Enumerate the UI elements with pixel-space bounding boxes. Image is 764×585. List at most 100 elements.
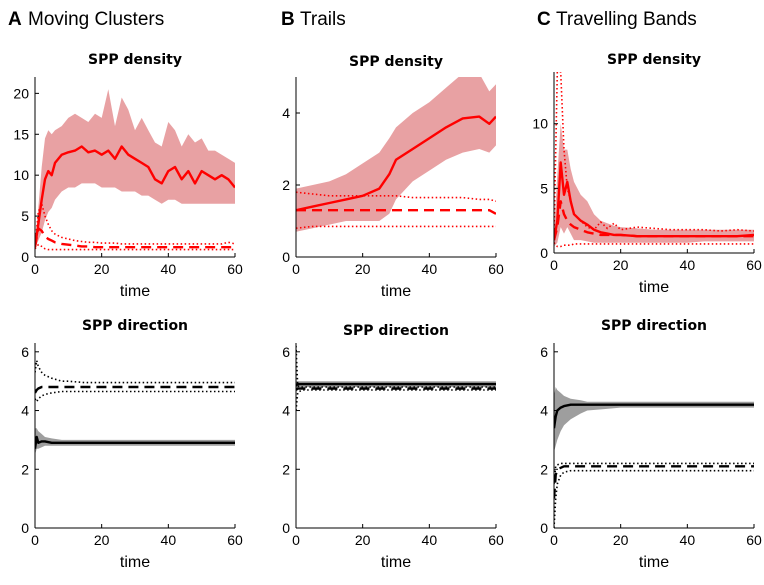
- x-tick-label: 20: [355, 532, 371, 548]
- x-tick-label: 60: [488, 261, 504, 277]
- panel-letter: C: [537, 9, 551, 30]
- plot-B-direction: SPP direction 0 20 40 60 0 2 4 6 time: [282, 323, 504, 571]
- panel-name: Moving Clusters: [28, 9, 164, 30]
- series-band-solid: [554, 387, 754, 452]
- x-tick-label: 20: [94, 532, 110, 548]
- x-tick-label: 0: [31, 532, 39, 548]
- y-tick-label: 5: [540, 180, 548, 196]
- y-tick-label: 6: [282, 344, 290, 360]
- y-tick-label: 4: [282, 403, 290, 419]
- y-tick-label: 10: [13, 167, 29, 183]
- panel-header-b: B Trails: [281, 9, 346, 30]
- series-band-solid: [296, 77, 496, 232]
- x-tick-label: 0: [550, 532, 558, 548]
- plot-title: SPP direction: [601, 318, 707, 334]
- series-envelope-upper: [35, 201, 235, 247]
- y-tick-label: 0: [282, 249, 290, 265]
- y-tick-label: 4: [282, 105, 290, 121]
- series-line-dashed: [554, 465, 754, 499]
- y-tick-label: 15: [13, 126, 29, 142]
- y-tick-label: 2: [21, 461, 29, 477]
- series-envelope-upper: [35, 360, 235, 384]
- plot-area: [35, 89, 235, 251]
- x-tick-label: 40: [161, 261, 177, 277]
- plot-area: [296, 77, 496, 232]
- plot-C-density: SPP density 0 20 40 60 0 5 10 time: [532, 52, 762, 296]
- series-line-dashed: [296, 209, 496, 215]
- x-tick-label: 60: [746, 532, 762, 548]
- y-tick-label: 5: [21, 208, 29, 224]
- plot-area: [554, 387, 754, 528]
- x-tick-label: 60: [746, 257, 762, 273]
- series-envelope-upper: [554, 462, 754, 485]
- series-envelope-lower: [35, 243, 235, 251]
- series-envelope-upper: [554, 72, 754, 238]
- y-tick-label: 0: [282, 520, 290, 536]
- series-line-solid: [296, 115, 496, 212]
- x-tick-label: 40: [422, 261, 438, 277]
- plot-C-direction: SPP direction 0 20 40 60 0 2 4 6 time: [540, 318, 762, 571]
- plot-A-direction: SPP direction 0 20 40 60 0 2 4 6 time: [21, 318, 243, 571]
- x-tick-label: 0: [292, 261, 300, 277]
- plot-area: [296, 345, 496, 411]
- y-tick-label: 0: [21, 520, 29, 536]
- series-envelope-lower: [296, 389, 496, 411]
- series-line-dashed: [35, 227, 235, 249]
- x-tick-label: 40: [680, 532, 696, 548]
- y-tick-label: 0: [21, 249, 29, 265]
- plot-title: SPP density: [607, 52, 701, 68]
- x-tick-label: 40: [161, 532, 177, 548]
- y-tick-label: 2: [282, 461, 290, 477]
- x-tick-label: 20: [94, 261, 110, 277]
- panel-letter: B: [281, 9, 295, 30]
- panel-header-c: C Travelling Bands: [537, 9, 697, 30]
- series-line-dashed: [296, 387, 496, 391]
- series-envelope-lower: [554, 242, 754, 248]
- panel-name: Travelling Bands: [556, 9, 697, 30]
- panel-letter: A: [8, 9, 22, 30]
- y-tick-label: 0: [540, 245, 548, 261]
- panel-name: Trails: [300, 9, 346, 30]
- x-axis-label: time: [120, 283, 150, 300]
- plot-title: SPP direction: [343, 323, 449, 339]
- x-tick-label: 40: [680, 257, 696, 273]
- y-tick-label: 6: [540, 344, 548, 360]
- series-envelope-upper: [296, 191, 496, 202]
- series-line-dashed: [554, 200, 754, 241]
- plot-title: SPP direction: [82, 318, 188, 334]
- y-tick-label: 6: [21, 344, 29, 360]
- series-envelope-lower: [35, 390, 235, 404]
- x-tick-label: 40: [422, 532, 438, 548]
- series-line-solid: [35, 145, 235, 248]
- x-axis-label: time: [639, 279, 669, 296]
- plot-B-density: SPP density 0 20 40 60 0 2 4 time: [282, 54, 504, 300]
- x-tick-label: 0: [292, 532, 300, 548]
- y-tick-label: 4: [21, 403, 29, 419]
- x-tick-label: 0: [550, 257, 558, 273]
- x-tick-label: 60: [488, 532, 504, 548]
- x-axis-label: time: [381, 283, 411, 300]
- x-tick-label: 60: [227, 261, 243, 277]
- x-tick-label: 20: [613, 257, 629, 273]
- x-tick-label: 0: [31, 261, 39, 277]
- x-axis-label: time: [381, 554, 411, 571]
- series-band-solid: [35, 428, 235, 455]
- series-line-solid: [296, 382, 496, 387]
- plot-A-density: SPP density 0 20 40 60 0 5 10 15 20 time: [13, 52, 243, 300]
- panel-header-a: A Moving Clusters: [8, 9, 164, 30]
- series-band-solid: [554, 123, 754, 247]
- y-tick-label: 2: [282, 177, 290, 193]
- x-axis-label: time: [639, 554, 669, 571]
- x-tick-label: 60: [227, 532, 243, 548]
- series-envelope-upper: [296, 345, 496, 388]
- plot-title: SPP density: [349, 54, 443, 70]
- series-envelope-lower: [554, 469, 754, 528]
- plot-area: [554, 72, 754, 248]
- x-axis-label: time: [120, 554, 150, 571]
- x-tick-label: 20: [613, 532, 629, 548]
- x-tick-label: 20: [355, 261, 371, 277]
- y-tick-label: 0: [540, 520, 548, 536]
- plot-title: SPP density: [88, 52, 182, 68]
